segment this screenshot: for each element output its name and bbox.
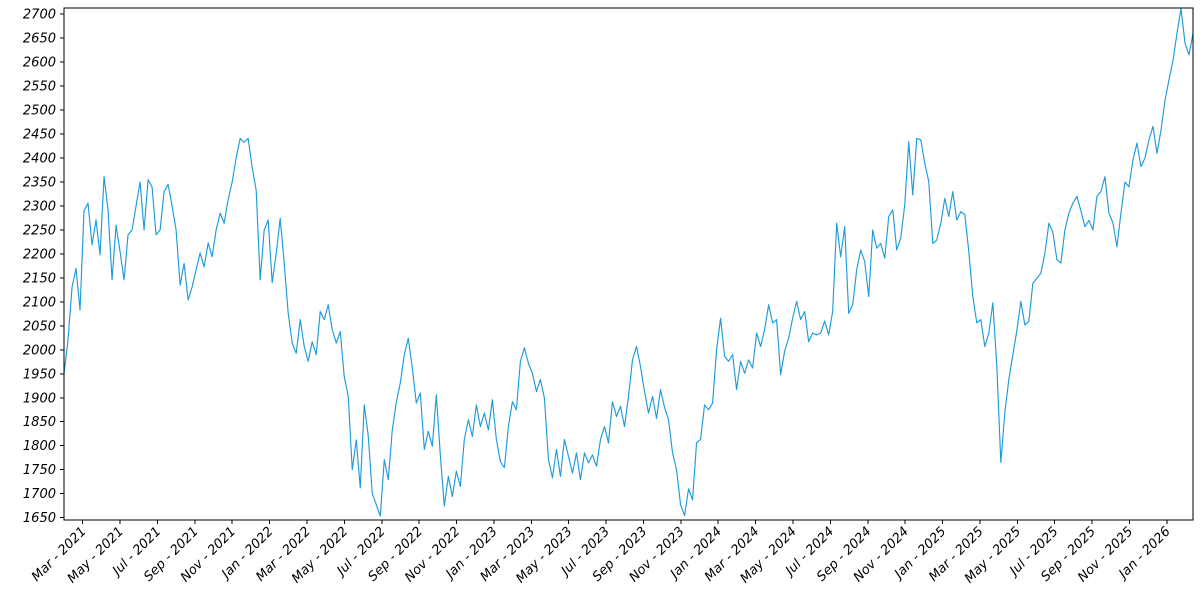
y-tick-label: 2000 xyxy=(23,343,56,358)
y-tick-label: 2550 xyxy=(23,80,56,95)
y-tick-label: 1850 xyxy=(23,415,56,430)
y-tick-label: 2050 xyxy=(23,319,56,334)
y-tick-label: 2300 xyxy=(23,199,56,214)
y-tick-label: 2700 xyxy=(23,8,56,23)
price-line xyxy=(63,7,1194,517)
y-tick-label: 1650 xyxy=(23,511,56,526)
y-tick-label: 1700 xyxy=(23,487,56,502)
y-tick-label: 2200 xyxy=(23,247,56,262)
y-tick-label: 1950 xyxy=(23,367,56,382)
plot-border xyxy=(63,7,1194,521)
y-tick-label: 1750 xyxy=(23,463,56,478)
y-tick-label: 1800 xyxy=(23,439,56,454)
y-tick-label: 2250 xyxy=(23,223,56,238)
y-tick-label: 2150 xyxy=(23,271,56,286)
y-tick-label: 2500 xyxy=(23,104,56,119)
y-tick-label: 2400 xyxy=(23,152,56,167)
y-tick-label: 2600 xyxy=(23,56,56,71)
y-tick-label: 1900 xyxy=(23,391,56,406)
y-tick-label: 2450 xyxy=(23,128,56,143)
y-tick-label: 2350 xyxy=(23,176,56,191)
y-tick-label: 2100 xyxy=(23,295,56,310)
y-tick-label: 2650 xyxy=(23,32,56,47)
